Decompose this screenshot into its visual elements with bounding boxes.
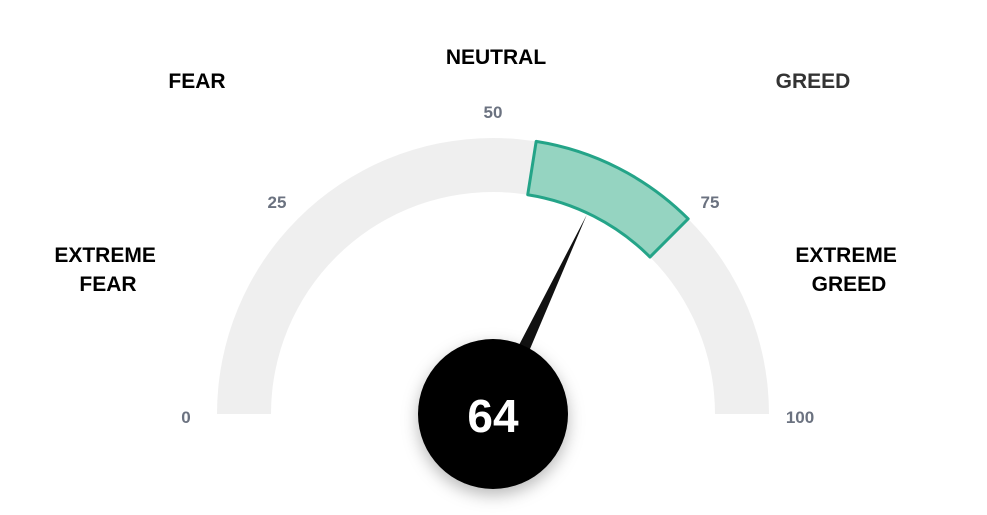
gauge-highlight-segment <box>526 139 690 259</box>
tick-label-25: 25 <box>268 193 287 212</box>
tick-label-0: 0 <box>181 408 190 427</box>
zone-label-neutral: NEUTRAL <box>446 46 546 69</box>
gauge-needle <box>505 214 587 378</box>
zone-labels: EXTREME FEAR FEAR NEUTRAL GREED EXTREME … <box>54 46 902 296</box>
tick-labels: 0 25 50 75 100 <box>181 103 814 427</box>
gauge-value-label: 64 <box>467 390 519 442</box>
tick-label-50: 50 <box>484 103 503 122</box>
zone-label-fear: FEAR <box>168 70 225 93</box>
zone-label-extreme-fear: EXTREME FEAR <box>54 244 161 296</box>
gauge-hub <box>418 339 568 489</box>
tick-label-75: 75 <box>701 193 720 212</box>
zone-label-extreme-greed: EXTREME GREED <box>795 244 902 296</box>
zone-label-greed: GREED <box>776 70 851 93</box>
tick-label-100: 100 <box>786 408 814 427</box>
